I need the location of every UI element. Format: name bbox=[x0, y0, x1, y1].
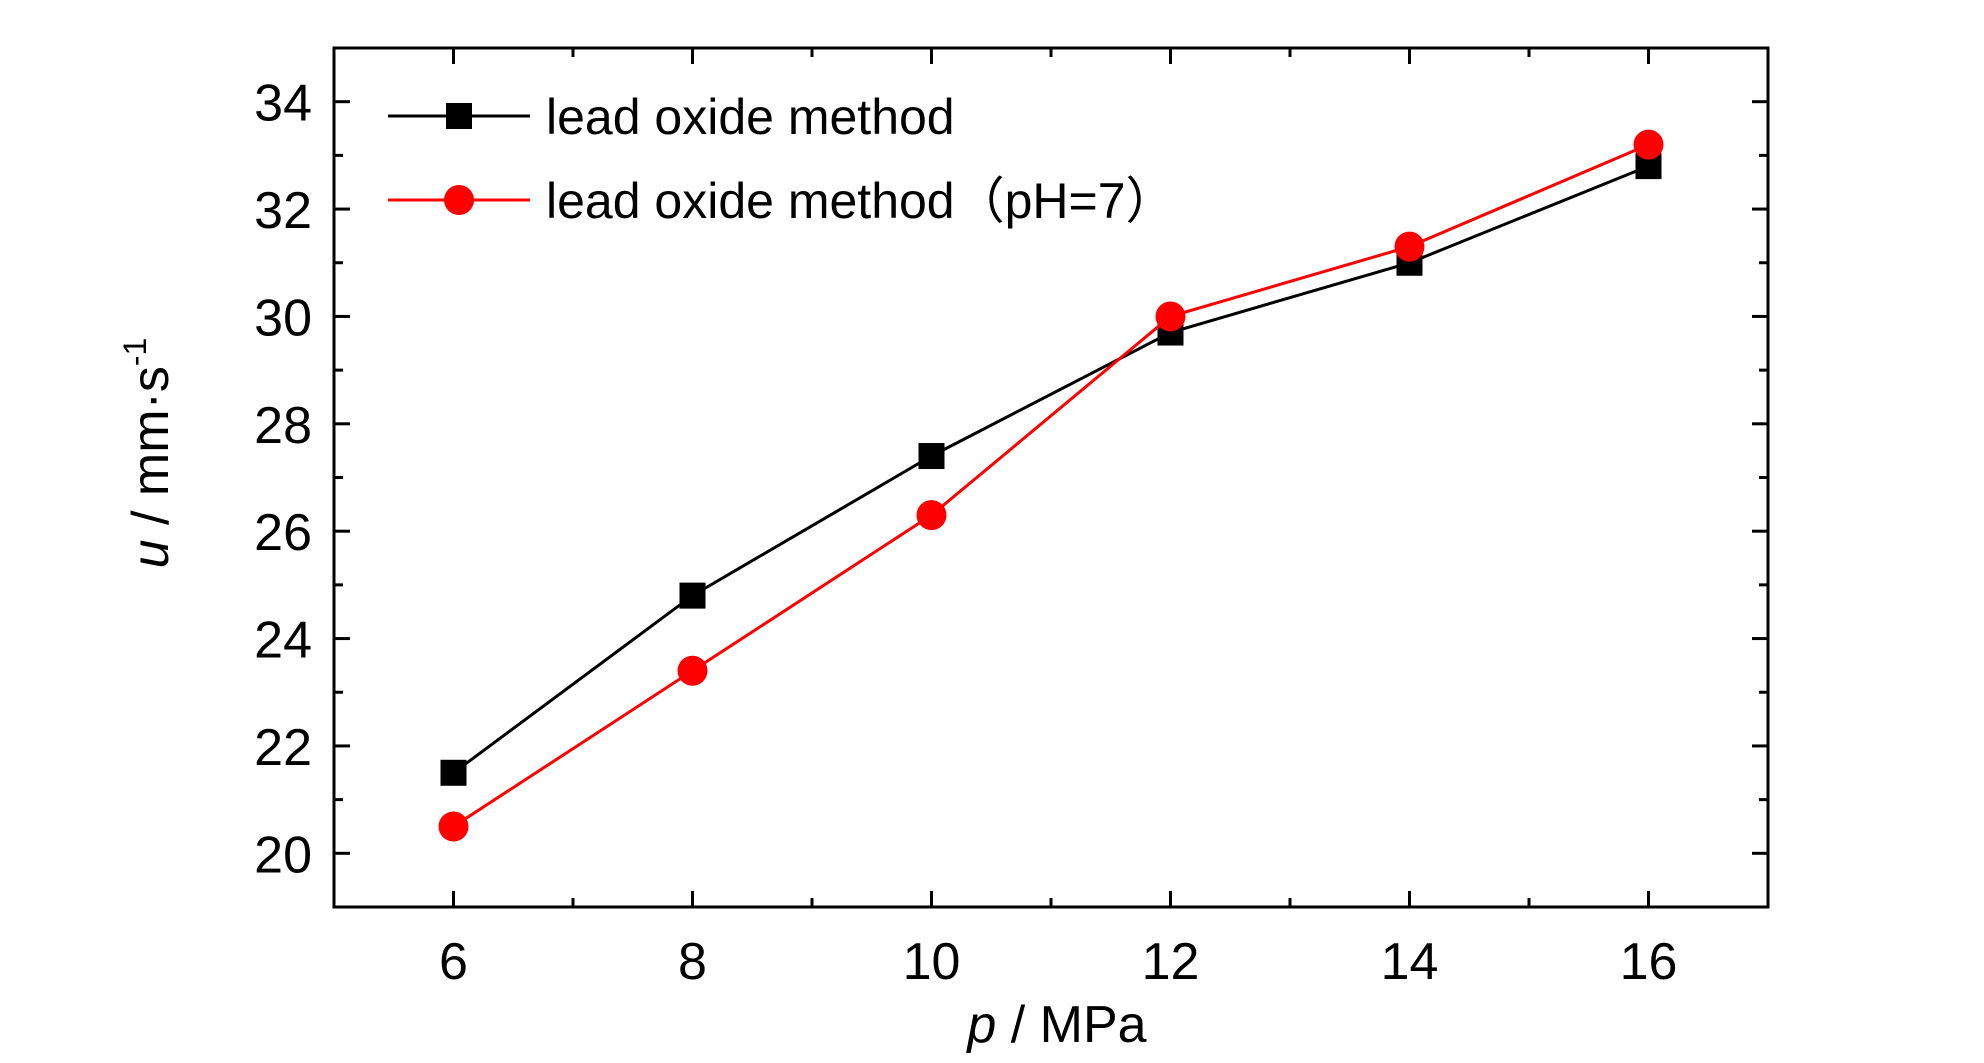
legend-item: lead oxide method bbox=[388, 89, 955, 145]
x-axis-variable: p bbox=[965, 996, 996, 1054]
legend-swatch-marker bbox=[446, 103, 472, 129]
series-2 bbox=[438, 129, 1664, 842]
x-tick-label: 10 bbox=[903, 933, 961, 991]
data-point bbox=[1394, 231, 1425, 262]
x-axis-title: p / MPa bbox=[965, 996, 1146, 1054]
y-tick-label: 28 bbox=[254, 397, 312, 455]
data-point bbox=[1155, 301, 1186, 332]
x-tick-label: 6 bbox=[439, 933, 468, 991]
y-tick-label: 22 bbox=[254, 719, 312, 777]
series-line bbox=[452, 143, 1650, 828]
data-point bbox=[677, 655, 708, 686]
x-axis-unit: / MPa bbox=[996, 996, 1146, 1054]
y-axis-unit: / mm·s bbox=[122, 366, 180, 539]
y-tick-label: 30 bbox=[254, 289, 312, 347]
legend: lead oxide method lead oxide method（pH=7） bbox=[388, 89, 1176, 229]
data-point bbox=[1633, 129, 1664, 160]
legend-swatch-marker bbox=[444, 185, 474, 215]
legend-label: lead oxide method（pH=7） bbox=[546, 173, 1176, 229]
series-group bbox=[438, 129, 1664, 842]
legend-label: lead oxide method bbox=[546, 89, 955, 145]
x-tick-label: 12 bbox=[1142, 933, 1200, 991]
y-tick-label: 32 bbox=[254, 182, 312, 240]
y-tick-label: 26 bbox=[254, 504, 312, 562]
x-tick-label: 16 bbox=[1620, 933, 1678, 991]
axes: 6 8 10 12 14 16 20 22 24 26 28 30 32 34 bbox=[254, 46, 1770, 991]
data-point bbox=[438, 811, 469, 842]
y-tick-label: 34 bbox=[254, 75, 312, 133]
data-point bbox=[679, 582, 706, 609]
data-point bbox=[918, 443, 945, 470]
y-axis-title: u / mm·s-1 bbox=[117, 338, 180, 569]
series-1 bbox=[440, 153, 1662, 786]
series-line bbox=[452, 164, 1650, 775]
x-tick-label: 14 bbox=[1381, 933, 1439, 991]
data-point bbox=[916, 500, 947, 531]
data-point bbox=[440, 759, 467, 786]
y-axis-variable: u bbox=[122, 539, 180, 568]
y-axis-unit-exponent: -1 bbox=[117, 338, 153, 366]
x-tick-label: 8 bbox=[678, 933, 707, 991]
legend-item: lead oxide method（pH=7） bbox=[388, 173, 1176, 229]
y-tick-label: 24 bbox=[254, 612, 312, 670]
y-tick-label: 20 bbox=[254, 826, 312, 884]
